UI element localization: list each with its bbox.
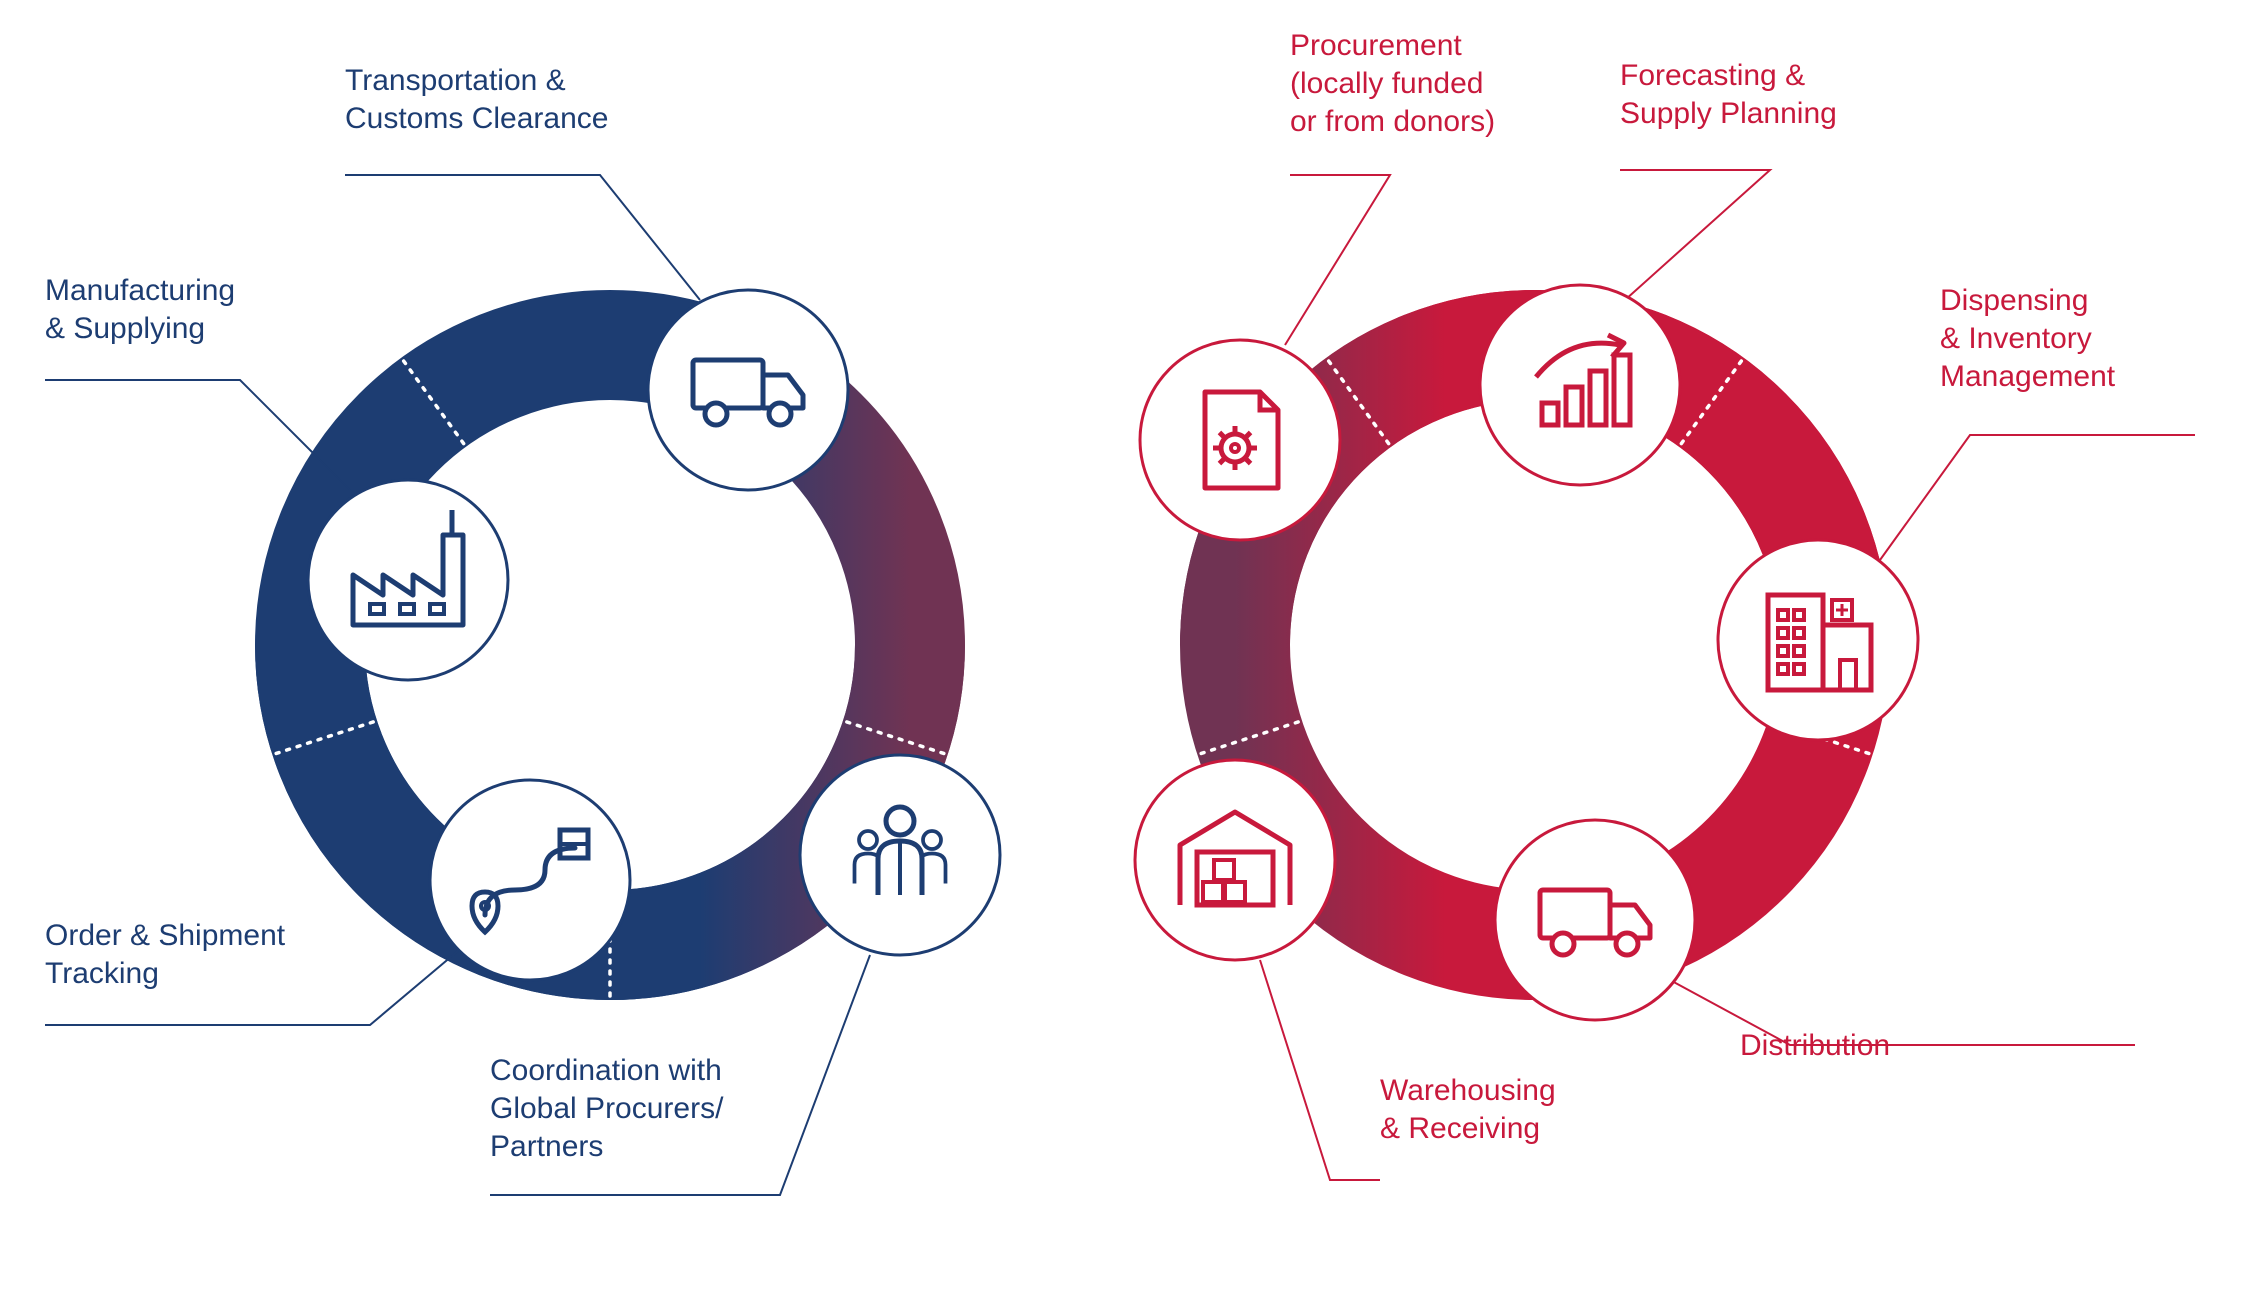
label-distribution: Distribution: [1740, 1029, 1890, 1062]
label-tracking: Order & ShipmentTracking: [45, 919, 286, 990]
node-procurement: [1140, 340, 1340, 540]
node-warehousing: [1135, 760, 1335, 960]
node-forecasting: [1480, 285, 1680, 485]
leader-forecasting: [1620, 170, 1770, 300]
label-dispensing: Dispensing& InventoryManagement: [1940, 284, 2116, 393]
label-coordination: Coordination withGlobal Procurers/Partne…: [490, 1054, 724, 1163]
label-forecasting: Forecasting &Supply Planning: [1620, 59, 1837, 130]
node-transport: [648, 290, 848, 490]
node-manufacturing: [308, 480, 508, 680]
node-coordination: [800, 755, 1000, 955]
node-distribution: [1495, 820, 1695, 1020]
label-warehousing: Warehousing& Receiving: [1380, 1074, 1556, 1145]
node-dispensing: [1718, 540, 1918, 740]
leader-transport: [345, 175, 700, 300]
leader-warehousing: [1260, 960, 1380, 1180]
leader-dispensing: [1880, 435, 2195, 560]
leader-procurement: [1285, 175, 1390, 345]
label-manufacturing: Manufacturing& Supplying: [45, 274, 235, 345]
label-transport: Transportation &Customs Clearance: [345, 64, 608, 135]
node-tracking: [430, 780, 630, 980]
label-procurement: Procurement(locally fundedor from donors…: [1290, 29, 1495, 138]
